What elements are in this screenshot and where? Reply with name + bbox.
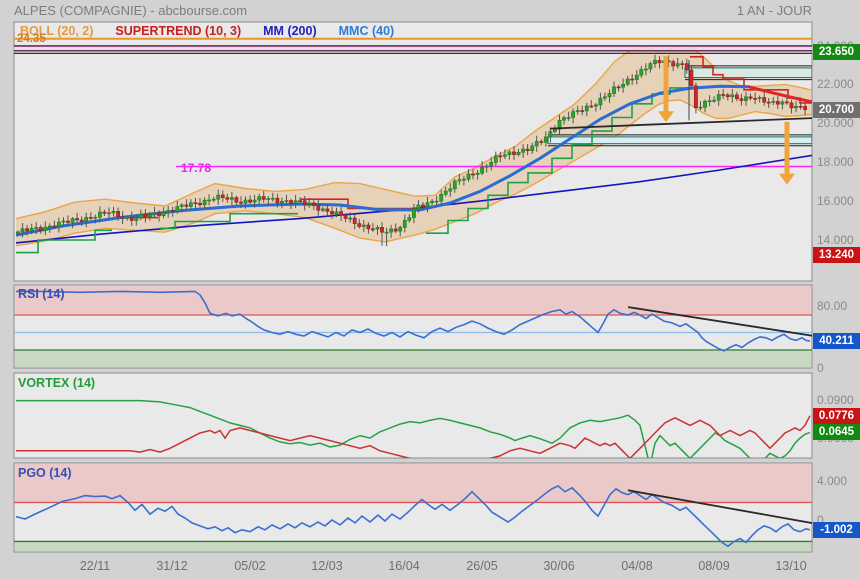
legend-boll[interactable]: BOLL (20, 2) xyxy=(20,24,94,38)
price-tick: 14.000 xyxy=(817,233,854,247)
x-axis-label: 05/02 xyxy=(234,559,266,573)
legend-mmc40[interactable]: MMC (40) xyxy=(338,24,395,38)
price-tick: 20.000 xyxy=(817,116,854,131)
vortex-tick: 0.0900 xyxy=(817,393,854,407)
pgo-chart-plot[interactable] xyxy=(14,463,812,552)
pgo-panel-label: PGO (14) xyxy=(18,466,72,480)
x-axis-label: 16/04 xyxy=(388,559,420,573)
vortex-badge: 0.0776 xyxy=(813,407,860,424)
vortex-panel-label: VORTEX (14) xyxy=(18,376,96,390)
indicator-legend: BOLL (20, 2) SUPERTREND (10, 3) MM (200) MM… xyxy=(20,24,416,38)
support-level-label: 17.78 xyxy=(181,161,212,175)
instrument-title: ALPES (COMPAGNIE) - abcbourse.com xyxy=(14,3,248,18)
period-label: 1 AN - JOUR xyxy=(736,3,812,18)
main-chart-plot[interactable] xyxy=(14,22,812,281)
rsi-chart-plot[interactable] xyxy=(14,285,812,368)
price-badge: 23.650 xyxy=(813,44,860,61)
pgo-tick: 0 xyxy=(817,513,824,527)
vortex-badge: 0.0645 xyxy=(813,424,860,441)
pgo-tick: 4.000 xyxy=(817,474,848,488)
x-axis-label: 26/05 xyxy=(466,559,498,573)
x-axis-label: 08/09 xyxy=(698,559,730,573)
x-axis-label: 22/11 xyxy=(79,559,111,573)
price-badge: 13.240 xyxy=(813,246,860,263)
x-axis-label: 12/03 xyxy=(311,559,343,573)
x-axis-label: 13/10 xyxy=(775,559,807,573)
x-axis-label: 31/12 xyxy=(156,559,188,573)
price-tick: 18.000 xyxy=(817,155,854,170)
legend-mm200[interactable]: MM (200) xyxy=(263,24,317,38)
x-axis-label: 30/06 xyxy=(543,559,575,573)
legend-supertrend[interactable]: SUPERTREND (10, 3) xyxy=(115,24,242,38)
rsi-panel-label: RSI (14) xyxy=(18,287,65,301)
price-badge: 20.700 xyxy=(813,101,860,118)
rsi-badge: 40.211 xyxy=(813,333,860,350)
pgo-badge: -1.002 xyxy=(813,521,860,538)
rsi-tick: 0 xyxy=(817,361,824,375)
x-axis-label: 04/08 xyxy=(621,559,653,573)
rsi-tick: 80.00 xyxy=(817,299,848,314)
boll-level-label: 24.35 xyxy=(17,33,46,45)
vortex-chart-plot[interactable] xyxy=(14,373,812,458)
price-tick: 22.000 xyxy=(817,77,854,92)
price-tick: 16.000 xyxy=(817,194,854,209)
